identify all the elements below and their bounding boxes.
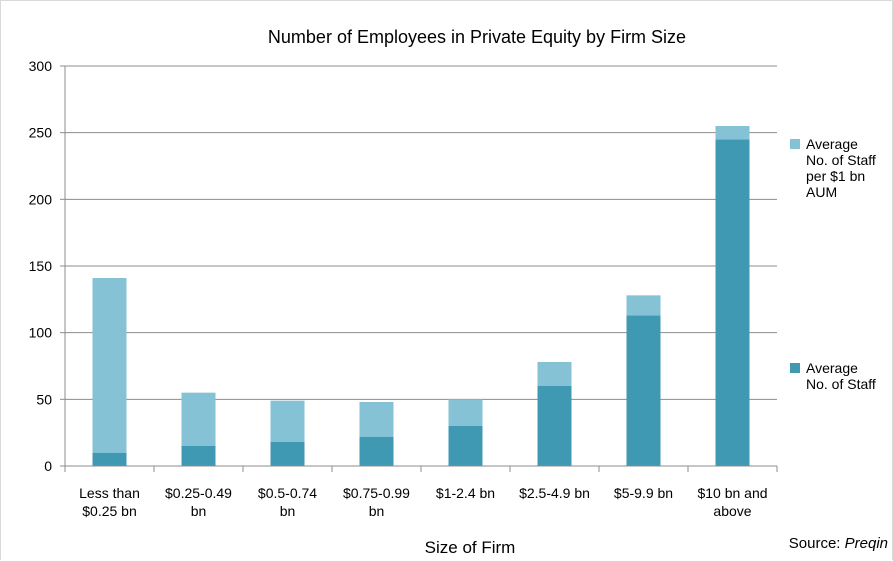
bar-average-staff: [92, 452, 127, 466]
x-category-label-line: $0.5-0.74: [258, 485, 317, 501]
bars: [92, 126, 750, 467]
bar-staff-per-bn-aum: [181, 392, 216, 446]
y-axis: 0 50 100 150 200 250 300: [29, 58, 66, 474]
legend-swatch: [790, 363, 800, 373]
x-category-label: $2.5-4.9 bn: [519, 485, 590, 501]
legend-label-line: Average: [806, 136, 858, 152]
y-tick-label: 0: [44, 458, 52, 474]
bar-average-staff: [270, 442, 305, 466]
x-category-label-line: $0.25 bn: [82, 503, 137, 519]
x-axis: Less than $0.25 bn $0.25-0.49 bn $0.5-0.74 bn…: [64, 465, 778, 519]
bar-staff-per-bn-aum: [359, 402, 394, 437]
legend-swatch: [790, 139, 800, 149]
chart-title: Number of Employees in Private Equity by…: [268, 27, 686, 47]
y-tick-label: 150: [29, 258, 53, 274]
x-category-label-line: $5-9.9 bn: [614, 485, 673, 501]
x-category-label-line: $1-2.4 bn: [436, 485, 495, 501]
legend-label-line: No. of Staff: [806, 152, 876, 168]
bar-staff-per-bn-aum: [270, 400, 305, 442]
bar-average-staff: [359, 436, 394, 466]
x-category-label-line: $10 bn and: [697, 485, 767, 501]
x-category-label-line: $2.5-4.9 bn: [519, 485, 590, 501]
source-label: Source:: [789, 535, 841, 552]
y-tick-label: 50: [36, 391, 52, 407]
x-category-label: $0.75-0.99 bn: [343, 485, 410, 519]
source-note: Source: Preqin: [789, 535, 888, 552]
bar-average-staff: [626, 315, 661, 466]
legend-item-average-staff: Average No. of Staff: [790, 360, 876, 392]
y-tick-label: 100: [29, 325, 53, 341]
y-tick-label: 250: [29, 125, 53, 141]
bar-staff-per-bn-aum: [448, 399, 483, 426]
x-category-label: $0.5-0.74 bn: [258, 485, 317, 519]
x-category-label-line: Less than: [79, 485, 140, 501]
x-category-label-line: bn: [280, 503, 296, 519]
x-category-label: $1-2.4 bn: [436, 485, 495, 501]
bar-average-staff: [715, 139, 750, 467]
legend-label-line: Average: [806, 360, 858, 376]
x-category-label: $10 bn and above: [697, 485, 767, 519]
y-tick-label: 200: [29, 191, 53, 207]
x-category-label: $5-9.9 bn: [614, 485, 673, 501]
bar-staff-per-bn-aum: [715, 126, 750, 140]
legend-label-line: per $1 bn: [806, 168, 865, 184]
bar-staff-per-bn-aum: [626, 295, 661, 316]
gridlines: [65, 65, 777, 400]
bar-staff-per-bn-aum: [92, 278, 127, 453]
bar-staff-per-bn-aum: [537, 362, 572, 386]
bar-average-staff: [181, 446, 216, 466]
x-axis-label: Size of Firm: [425, 538, 516, 557]
legend-label: Average No. of Staff per $1 bn AUM: [806, 136, 876, 200]
x-category-label: $0.25-0.49 bn: [165, 485, 232, 519]
legend-item-staff-per-bn-aum: Average No. of Staff per $1 bn AUM: [790, 136, 876, 200]
x-category-label-line: bn: [191, 503, 207, 519]
x-category-label: Less than $0.25 bn: [79, 485, 140, 519]
x-category-label-line: $0.25-0.49: [165, 485, 232, 501]
legend-label-line: AUM: [806, 184, 837, 200]
source-name: Preqin: [845, 535, 888, 552]
x-category-label-line: above: [713, 503, 751, 519]
bar-average-staff: [537, 386, 572, 466]
y-tick-label: 300: [29, 58, 53, 74]
x-category-label-line: $0.75-0.99: [343, 485, 410, 501]
bar-average-staff: [448, 426, 483, 466]
x-category-label-line: bn: [369, 503, 385, 519]
legend-label-line: No. of Staff: [806, 376, 876, 392]
legend-label: Average No. of Staff: [806, 360, 876, 392]
